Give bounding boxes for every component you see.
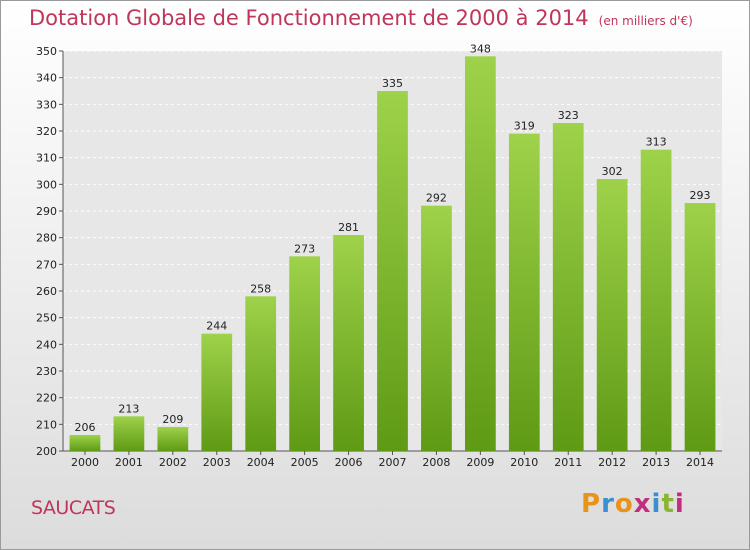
- bar: [201, 333, 233, 451]
- x-tick-label: 2002: [159, 456, 187, 469]
- logo-letter: P: [581, 489, 602, 519]
- y-tick-label: 300: [36, 178, 57, 191]
- y-tick-label: 260: [36, 285, 57, 298]
- x-tick-label: 2009: [466, 456, 494, 469]
- data-label: 313: [646, 136, 667, 149]
- y-tick-label: 270: [36, 258, 57, 271]
- y-tick-label: 320: [36, 125, 57, 138]
- y-tick-label: 250: [36, 312, 57, 325]
- x-tick-label: 2005: [291, 456, 319, 469]
- y-tick-label: 290: [36, 205, 57, 218]
- logo-letter: t: [661, 489, 675, 519]
- bar: [333, 235, 364, 451]
- x-tick-label: 2004: [247, 456, 275, 469]
- x-tick-label: 2011: [554, 456, 582, 469]
- axes: 200 210 220 230 240 250 260 270 280 290 300 310 320 3…: [36, 45, 722, 469]
- x-tick-label: 2008: [422, 456, 450, 469]
- y-tick-label: 350: [36, 45, 57, 58]
- bar: [684, 203, 716, 451]
- data-label: 244: [206, 320, 227, 333]
- x-tick-label: 2013: [642, 456, 670, 469]
- data-label: 302: [602, 165, 623, 178]
- logo-letter: r: [601, 489, 615, 519]
- y-tick-label: 340: [36, 72, 57, 85]
- x-tick-label: 2010: [510, 456, 538, 469]
- bar: [508, 133, 540, 451]
- data-label: 335: [382, 77, 403, 90]
- bar: [69, 435, 101, 451]
- logo-letter: i: [651, 489, 662, 519]
- chart-unit: (en milliers d'€): [598, 14, 693, 28]
- y-tick-label: 230: [36, 365, 57, 378]
- x-tick-label: 2000: [71, 456, 99, 469]
- data-label: 319: [514, 120, 535, 133]
- data-label: 206: [74, 421, 95, 434]
- y-tick-label: 280: [36, 232, 57, 245]
- bar: [289, 256, 321, 451]
- y-tick-label: 310: [36, 152, 57, 165]
- proxiti-logo: Proxiti: [581, 489, 685, 519]
- data-label: 209: [162, 413, 183, 426]
- data-labels: 206 213 209 244 258 273 281 335 292 348 319 323 302 3…: [74, 42, 710, 434]
- bar: [157, 427, 189, 451]
- bar: [377, 91, 408, 451]
- data-label: 293: [690, 189, 711, 202]
- data-label: 258: [250, 282, 271, 295]
- chart-title-text: Dotation Globale de Fonctionnement de 20…: [29, 6, 589, 30]
- place-name: SAUCATS: [31, 497, 116, 519]
- x-tick-label: 2006: [335, 456, 363, 469]
- data-label: 348: [470, 42, 491, 55]
- x-tick-label: 2014: [686, 456, 714, 469]
- bar: [421, 205, 452, 451]
- y-tick-label: 220: [36, 392, 57, 405]
- logo-letter: o: [614, 489, 634, 519]
- data-label: 323: [558, 109, 579, 122]
- chart-title: Dotation Globale de Fonctionnement de 20…: [29, 6, 693, 30]
- y-tick-label: 330: [36, 98, 57, 111]
- data-label: 281: [338, 221, 359, 234]
- bar: [552, 123, 584, 451]
- y-tick-label: 210: [36, 418, 57, 431]
- bars: [69, 56, 716, 451]
- data-label: 292: [426, 192, 447, 205]
- bar: [640, 149, 672, 451]
- x-tick-label: 2003: [203, 456, 231, 469]
- x-tick-label: 2001: [115, 456, 143, 469]
- bar: [113, 416, 145, 451]
- y-tick-label: 240: [36, 338, 57, 351]
- logo-letter: x: [633, 489, 652, 519]
- bar: [464, 56, 496, 451]
- data-label: 273: [294, 242, 315, 255]
- y-tick-label: 200: [36, 445, 57, 458]
- x-tick-label: 2012: [598, 456, 626, 469]
- data-label: 213: [118, 402, 139, 415]
- bar: [245, 296, 277, 451]
- x-tick-label: 2007: [379, 456, 407, 469]
- bar: [596, 179, 628, 451]
- logo-letter: i: [674, 489, 685, 519]
